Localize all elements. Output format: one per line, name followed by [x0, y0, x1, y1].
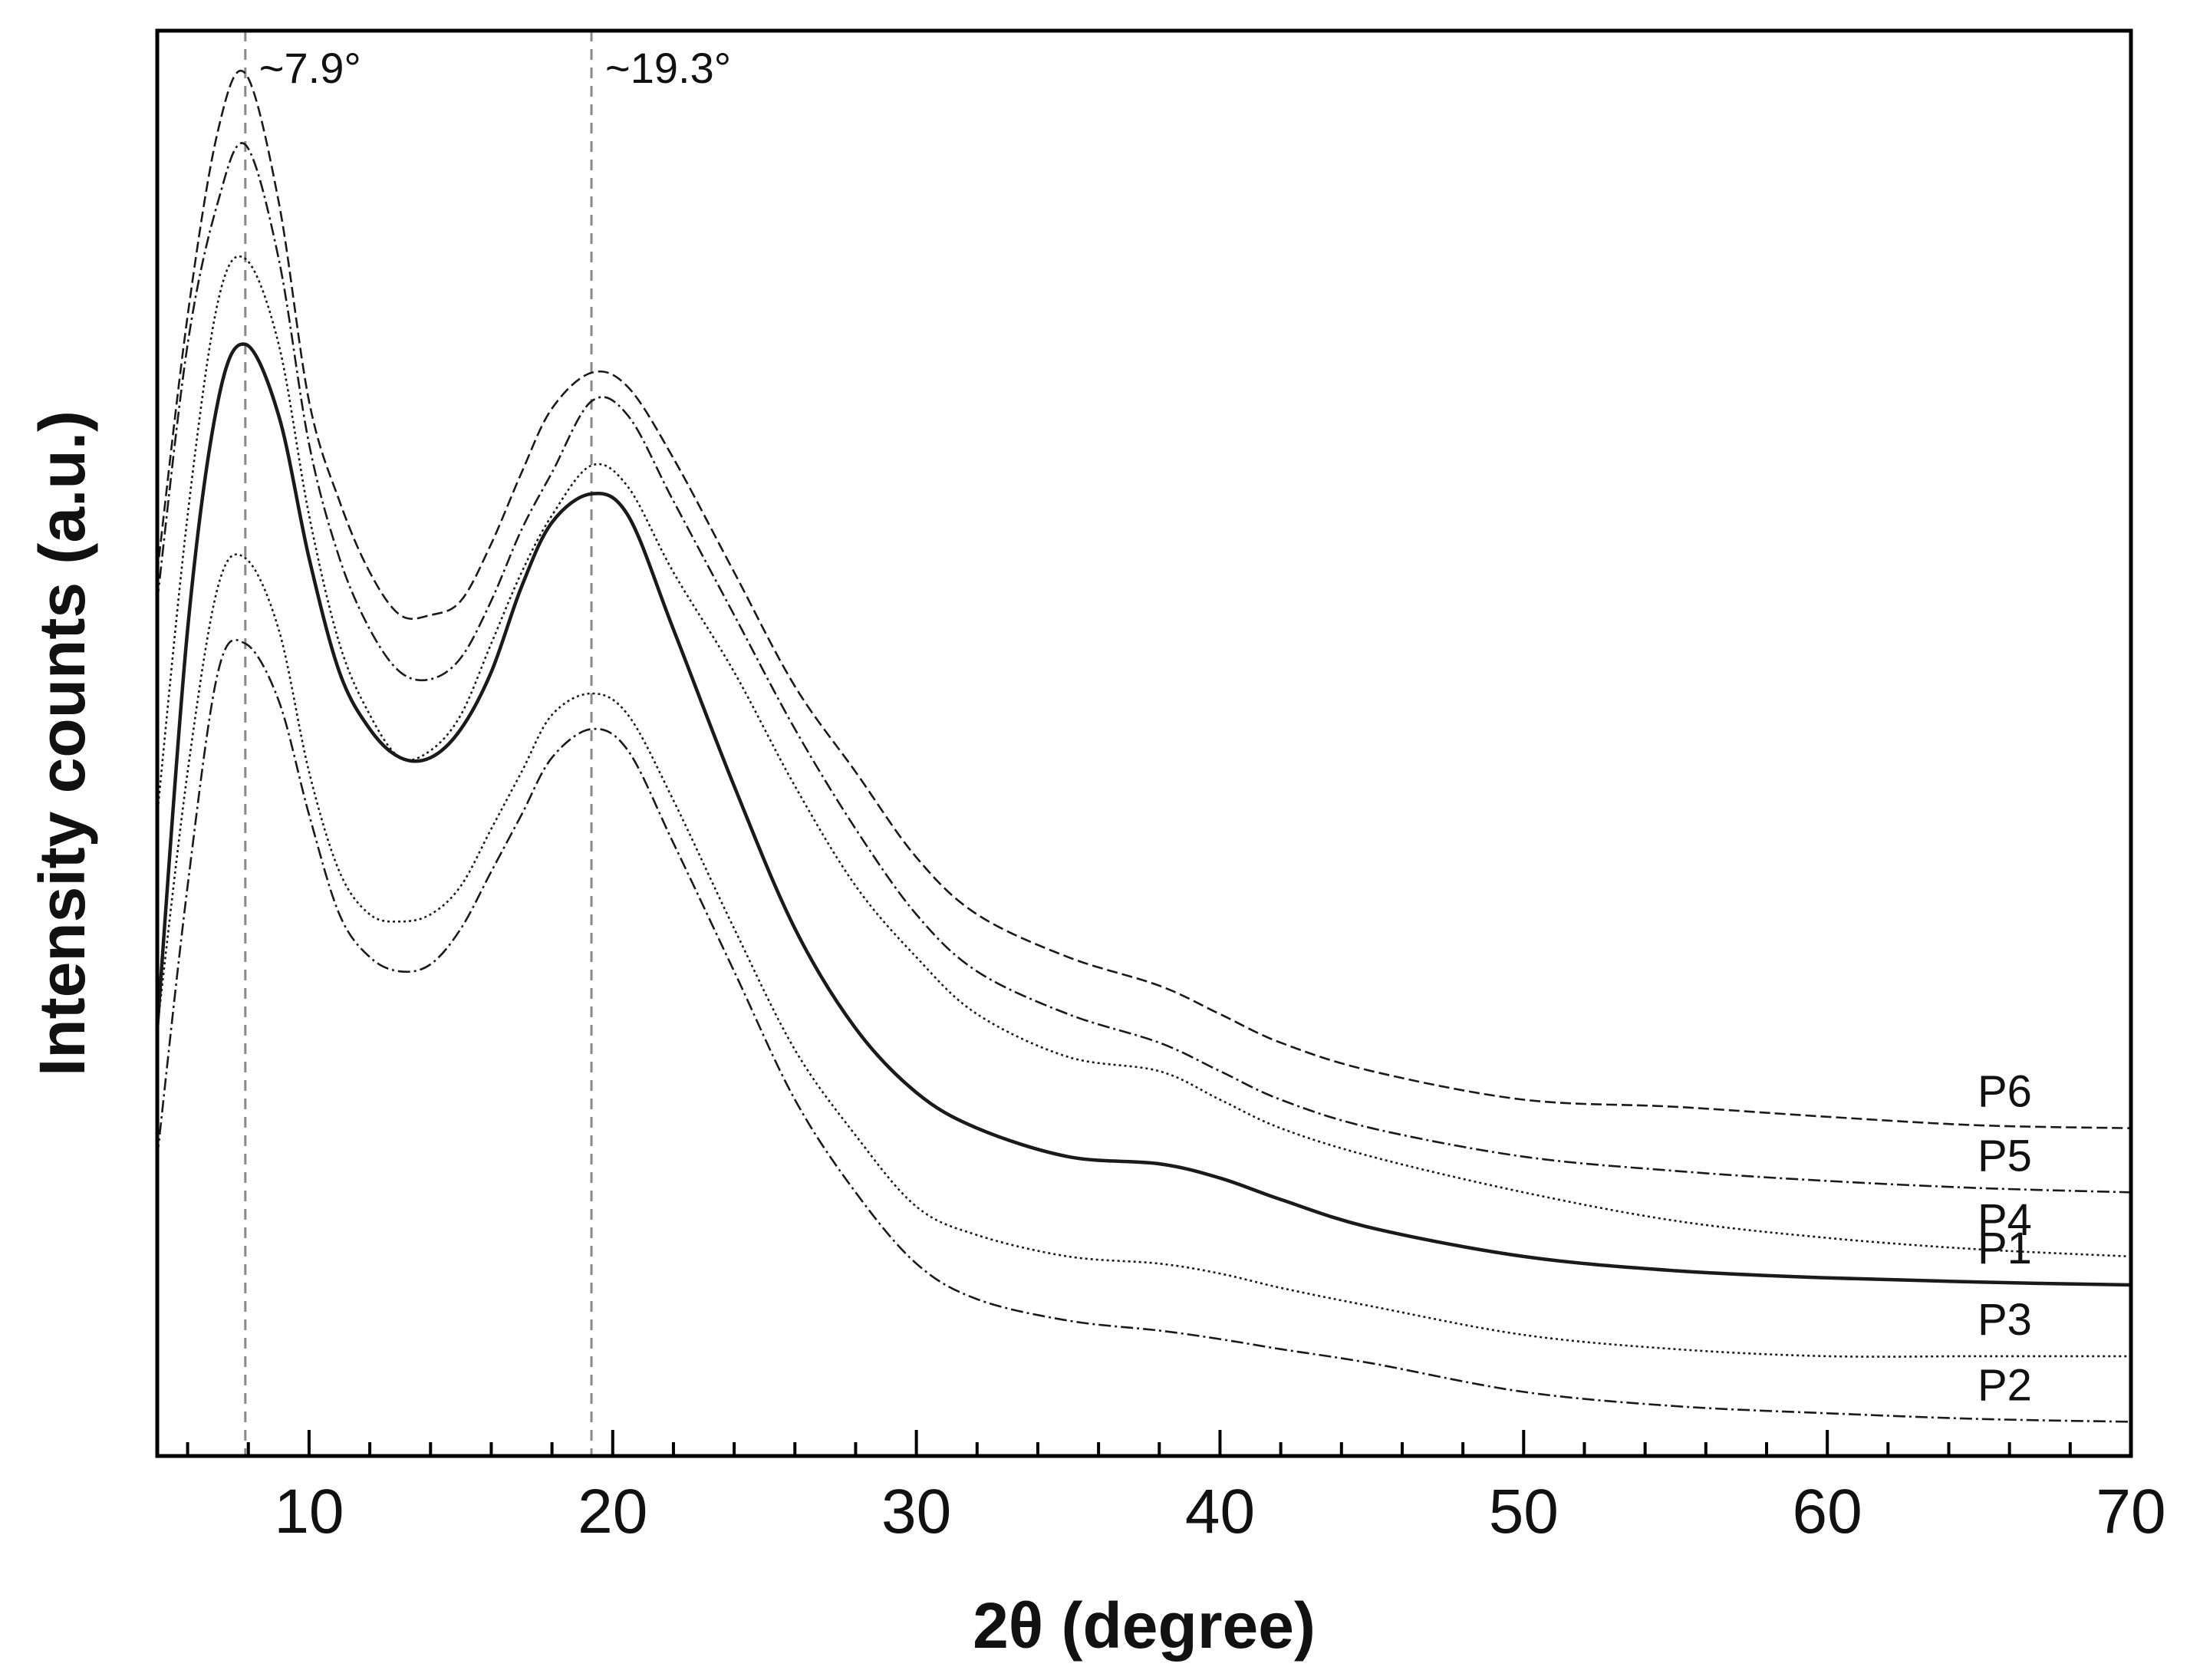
x-tick-label: 60: [1793, 1477, 1862, 1547]
series-label-p6: P6: [1978, 1067, 2032, 1117]
peak-label: ~7.9°: [259, 44, 361, 92]
series-line-p1: [155, 342, 2132, 1287]
series-label-p4: P4: [1978, 1195, 2032, 1245]
reference-labels: ~7.9° ~19.3°: [259, 44, 731, 92]
x-axis-title: 2θ (degree): [973, 1589, 1316, 1662]
x-tick-label: 50: [1489, 1477, 1559, 1547]
series-line-p3: [156, 553, 2131, 1358]
x-tick-label: 10: [274, 1477, 344, 1547]
x-tick-label: 40: [1185, 1477, 1255, 1547]
y-axis-title: Intensity counts (a.u.): [26, 410, 98, 1076]
series-label-p5: P5: [1978, 1131, 2032, 1181]
series-label-p1: P1: [1978, 1224, 2032, 1273]
series-line-p6: [156, 69, 2132, 1129]
plot-frame: [155, 28, 2133, 1458]
x-axis-ticks: [186, 1430, 2132, 1456]
series-label-p3: P3: [1978, 1295, 2032, 1345]
x-tick-label: 70: [2096, 1477, 2165, 1547]
series-label-p2: P2: [1978, 1360, 2032, 1410]
x-tick-label: 30: [881, 1477, 951, 1547]
series-line-p2: [156, 638, 2132, 1423]
series-lines: [155, 69, 2132, 1423]
peak-label: ~19.3°: [605, 44, 731, 92]
x-tick-label: 20: [578, 1477, 647, 1547]
series-line-p5: [156, 142, 2132, 1194]
x-axis-tick-labels: 10 20 30 40 50 60 70: [274, 1477, 2165, 1547]
series-line-p4: [156, 255, 2132, 1258]
reference-lines: [244, 31, 593, 1456]
